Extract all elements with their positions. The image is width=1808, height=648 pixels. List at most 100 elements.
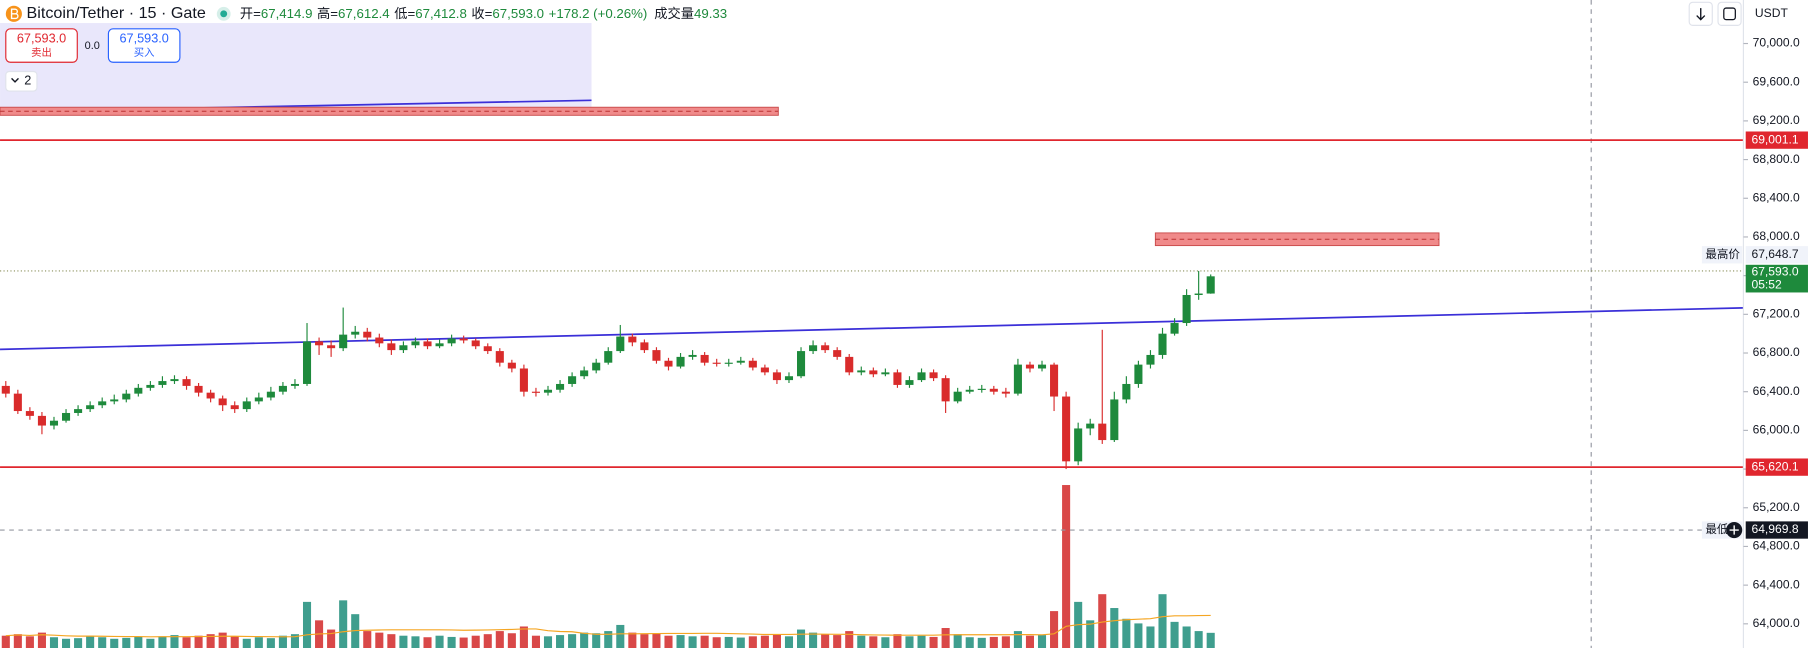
candle-body bbox=[1062, 396, 1071, 462]
candle-body bbox=[435, 343, 444, 347]
candle-body bbox=[616, 336, 625, 352]
candle-body bbox=[302, 341, 312, 384]
candle-body bbox=[13, 393, 22, 412]
low-tag-label: 64,969.8 bbox=[1751, 522, 1798, 536]
candle-body bbox=[1134, 364, 1143, 384]
volume-bar bbox=[459, 637, 468, 648]
volume-bar bbox=[1025, 635, 1035, 648]
candle-body bbox=[146, 384, 155, 388]
candle-body bbox=[339, 334, 348, 349]
candle-body bbox=[1086, 423, 1095, 429]
volume-bar bbox=[616, 624, 625, 648]
volume-bar bbox=[833, 635, 842, 648]
y-tick-label: 65,200.0 bbox=[1753, 500, 1800, 514]
drawings-toggle[interactable] bbox=[5, 70, 38, 92]
candle-body bbox=[182, 379, 191, 386]
candle-body bbox=[531, 391, 540, 393]
candle-body bbox=[351, 331, 360, 335]
candle-body bbox=[206, 392, 215, 399]
candle-body bbox=[917, 372, 926, 381]
volume-bar bbox=[676, 635, 685, 648]
low-tag bbox=[1745, 521, 1808, 539]
volume-bar bbox=[568, 634, 577, 648]
volume-bar bbox=[74, 638, 83, 648]
legend-value: 67,414.9 bbox=[261, 5, 313, 20]
volume-bar bbox=[302, 601, 312, 648]
sell-button[interactable] bbox=[5, 28, 78, 63]
volume-bar bbox=[604, 631, 613, 648]
drawings-count: 2 bbox=[24, 74, 31, 88]
volume-bar bbox=[941, 628, 950, 648]
volume-bar bbox=[989, 636, 998, 648]
candle-body bbox=[254, 397, 263, 402]
volume-bar bbox=[290, 634, 300, 648]
volume-bar bbox=[254, 637, 263, 648]
candle-body bbox=[1050, 364, 1059, 397]
volume-bar bbox=[122, 637, 131, 648]
candle-body bbox=[652, 350, 661, 361]
legend-key: 高= bbox=[317, 4, 338, 20]
candle-body bbox=[74, 409, 83, 413]
candle-body bbox=[989, 388, 998, 392]
candle-body bbox=[881, 372, 890, 375]
candle-body bbox=[568, 376, 577, 384]
volume-bar bbox=[628, 632, 637, 648]
volume-bar bbox=[977, 637, 986, 648]
legend-key: 成交量 bbox=[654, 4, 694, 20]
volume-bar bbox=[1146, 626, 1155, 648]
candle-body bbox=[507, 362, 516, 369]
volume-bar bbox=[1001, 636, 1010, 648]
candle-body bbox=[833, 350, 842, 357]
candle-body bbox=[1206, 276, 1215, 294]
candle-body bbox=[821, 345, 830, 351]
candle-body bbox=[676, 356, 685, 367]
volume-bar bbox=[700, 635, 709, 648]
legend-key: 低= bbox=[394, 5, 415, 20]
y-tick-label: 69,200.0 bbox=[1753, 113, 1800, 127]
currency[interactable]: USDT bbox=[1755, 6, 1789, 20]
volume-bar bbox=[146, 638, 155, 648]
candle-body bbox=[712, 362, 721, 364]
candle-body bbox=[1, 385, 10, 394]
price-tag-label: 65,620.1 bbox=[1751, 459, 1798, 473]
volume-bar bbox=[278, 635, 287, 648]
volume-bar bbox=[1134, 623, 1143, 648]
volume-bar bbox=[869, 636, 878, 648]
candle-body bbox=[857, 370, 866, 373]
candle-body bbox=[977, 388, 986, 390]
reset-button[interactable] bbox=[1717, 1, 1742, 26]
header: Bitcoin/Tether · 15 · Gate 开=67,414.9 高=6… bbox=[5, 1, 1789, 92]
volume-bar bbox=[206, 634, 215, 648]
buy-button[interactable] bbox=[107, 28, 181, 63]
plot bbox=[0, 139, 1744, 648]
candle-body bbox=[37, 415, 46, 426]
legend-value: 49.33 bbox=[694, 5, 727, 20]
volume-ma bbox=[5, 614, 1211, 638]
candle-body bbox=[122, 393, 131, 400]
candle-body bbox=[905, 380, 914, 385]
candles bbox=[1, 270, 1215, 470]
candle-body bbox=[266, 391, 275, 398]
candle-body bbox=[49, 420, 59, 426]
candle-body bbox=[784, 376, 794, 381]
candle-body bbox=[1037, 364, 1047, 369]
arrow-icon bbox=[1696, 8, 1706, 21]
volume-bar bbox=[893, 634, 902, 648]
volume-bar bbox=[218, 632, 227, 648]
buy-label: 买入 bbox=[134, 47, 155, 59]
candle-body bbox=[375, 337, 384, 344]
candle-body bbox=[869, 370, 878, 375]
candle-body bbox=[315, 341, 324, 346]
volume-bar bbox=[1158, 594, 1167, 648]
candle-body bbox=[724, 362, 733, 364]
volume-bar bbox=[1062, 485, 1071, 648]
y-tick-label: 66,400.0 bbox=[1753, 384, 1800, 398]
high-tag-label: 67,648.7 bbox=[1751, 247, 1798, 261]
candle-body bbox=[218, 398, 227, 406]
volume-bar bbox=[917, 635, 926, 648]
volume-bar bbox=[25, 636, 34, 648]
candle-body bbox=[230, 405, 239, 410]
drawings bbox=[0, 0, 1744, 648]
